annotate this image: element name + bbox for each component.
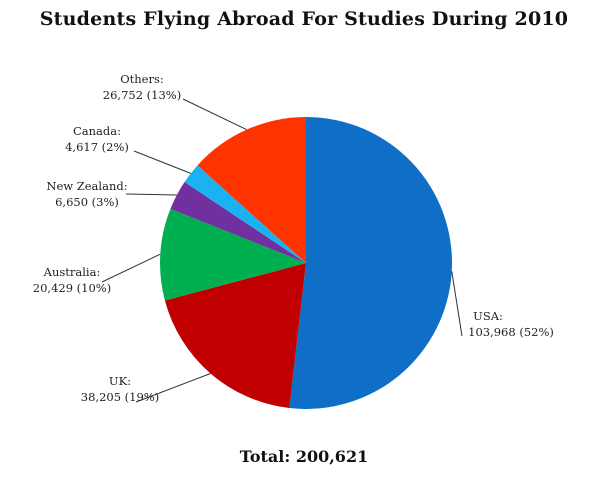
slice-canada [184,165,306,263]
slice-uk [164,263,306,409]
slice-others [197,117,306,263]
label-name-uk: UK: [109,374,131,388]
slice-australia [160,208,306,301]
leader-canada [133,150,191,174]
label-value-new-zealand: 6,650 (3%) [55,195,119,209]
label-name-canada: Canada: [73,124,121,138]
pie-slices [160,116,453,410]
label-name-australia: Australia: [43,265,101,279]
slice-labels: USA: 103,968 (52%) UK: 38,205 (19%) Australi… [33,72,554,404]
total-label: Total: 200,621 [239,447,369,466]
label-name-usa: USA: [473,309,503,323]
label-value-usa: 103,968 (52%) [468,325,554,339]
leader-usa [451,271,463,337]
leader-others [182,98,247,131]
label-value-australia: 20,429 (10%) [33,281,111,295]
label-name-others: Others: [120,72,164,86]
label-value-uk: 38,205 (19%) [81,390,159,404]
leader-uk [135,373,211,403]
label-leaders [101,98,463,403]
slice-new-zealand [170,181,306,263]
leader-new-zealand [125,193,177,196]
label-name-new-zealand: New Zealand: [46,179,127,193]
label-value-others: 26,752 (13%) [103,88,181,102]
chart-title: Students Flying Abroad For Studies Durin… [39,8,569,30]
leader-australia [101,253,161,283]
label-value-canada: 4,617 (2%) [65,140,129,154]
slice-usa [289,116,453,410]
